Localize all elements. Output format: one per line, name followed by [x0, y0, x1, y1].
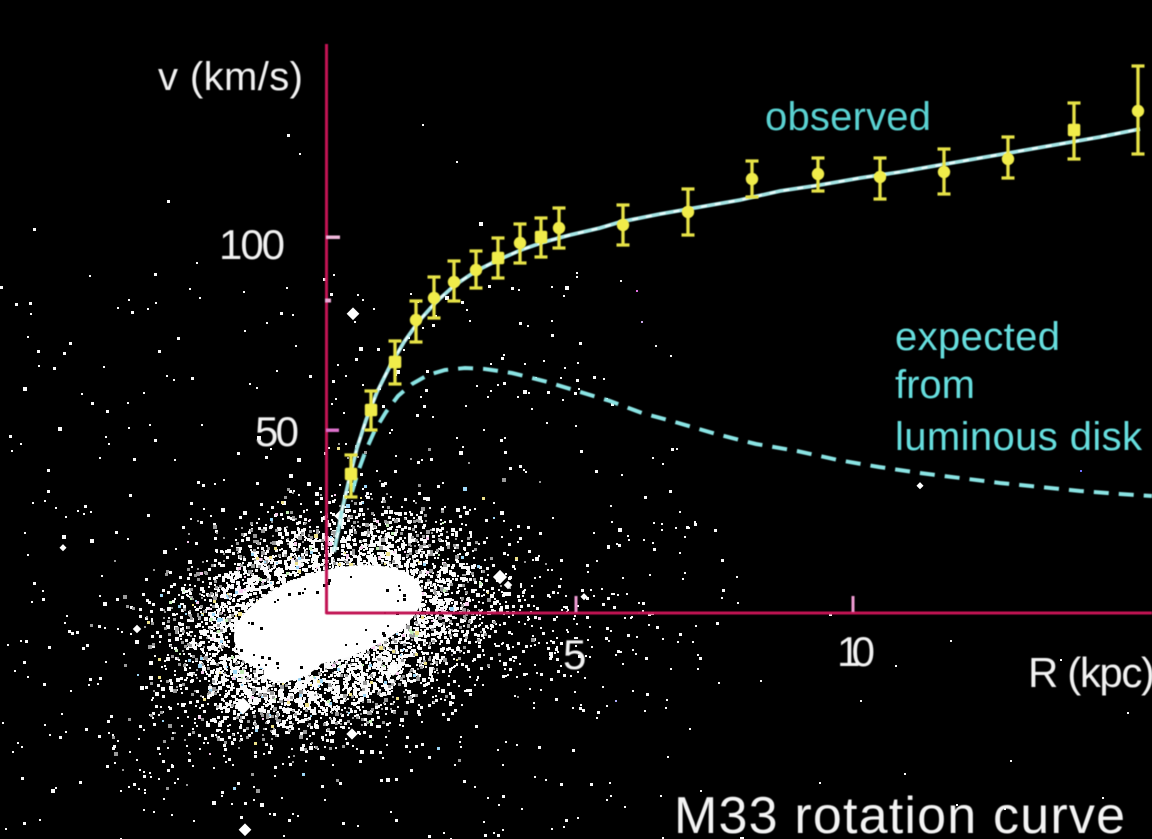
- svg-text:expected: expected: [895, 315, 1060, 359]
- svg-text:5: 5: [563, 631, 586, 678]
- svg-text:10: 10: [837, 628, 875, 675]
- svg-text:from: from: [895, 363, 975, 407]
- svg-text:M33 rotation curve: M33 rotation curve: [674, 787, 1125, 839]
- svg-text:50: 50: [255, 408, 299, 455]
- svg-text:v (km/s): v (km/s): [158, 55, 303, 99]
- svg-text:luminous disk: luminous disk: [895, 415, 1143, 459]
- svg-text:100: 100: [219, 221, 285, 268]
- svg-text:R (kpc): R (kpc): [1028, 649, 1152, 696]
- svg-text:observed: observed: [765, 95, 931, 139]
